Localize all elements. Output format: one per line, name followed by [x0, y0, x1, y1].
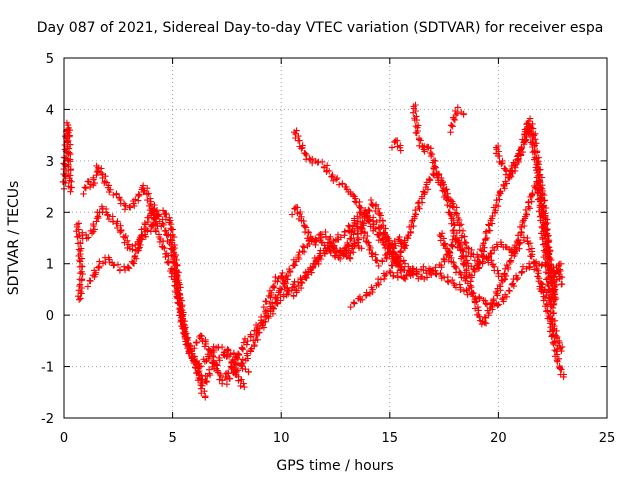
- x-tick-label: 10: [273, 431, 290, 446]
- series-markers: [447, 104, 467, 136]
- series-markers: [436, 230, 509, 285]
- series-markers: [73, 220, 86, 303]
- series-markers: [388, 137, 404, 154]
- series-17: [436, 230, 509, 285]
- x-tick-label: 15: [382, 431, 399, 446]
- series-10: [288, 204, 365, 258]
- chart-title: Day 087 of 2021, Sidereal Day-to-day VTE…: [37, 20, 604, 36]
- series-markers: [536, 260, 566, 308]
- x-tick-label: 20: [490, 431, 507, 446]
- y-tick-label: -1: [41, 361, 54, 376]
- y-axis-label: SDTVAR / TECUs: [6, 181, 22, 296]
- series-4: [80, 162, 209, 401]
- x-tick-label: 25: [599, 431, 616, 446]
- x-axis-label: GPS time / hours: [276, 458, 393, 474]
- series-2: [73, 220, 86, 303]
- series-markers: [492, 115, 560, 303]
- x-tick-label: 0: [60, 431, 68, 446]
- y-tick-label: 2: [46, 206, 54, 221]
- y-tick-label: -2: [41, 412, 54, 427]
- series-12: [388, 137, 404, 154]
- y-tick-label: 0: [46, 309, 54, 324]
- y-tick-label: 4: [46, 103, 54, 118]
- series-markers: [80, 162, 209, 401]
- series-15: [447, 104, 467, 136]
- y-tick-label: 5: [46, 52, 54, 67]
- x-tick-label: 5: [168, 431, 176, 446]
- series-markers: [288, 204, 365, 258]
- series-18: [536, 260, 566, 308]
- axis-ticks: 0 5 10 15 20 25 -2 -1 0 1 2 3 4 5: [41, 52, 615, 446]
- y-tick-label: 3: [46, 155, 54, 170]
- series-5: [84, 201, 248, 391]
- y-tick-label: 1: [46, 258, 54, 273]
- data-series: [59, 101, 567, 401]
- series-markers: [84, 201, 248, 391]
- series-16: [492, 115, 560, 303]
- plot-frame: [63, 57, 608, 419]
